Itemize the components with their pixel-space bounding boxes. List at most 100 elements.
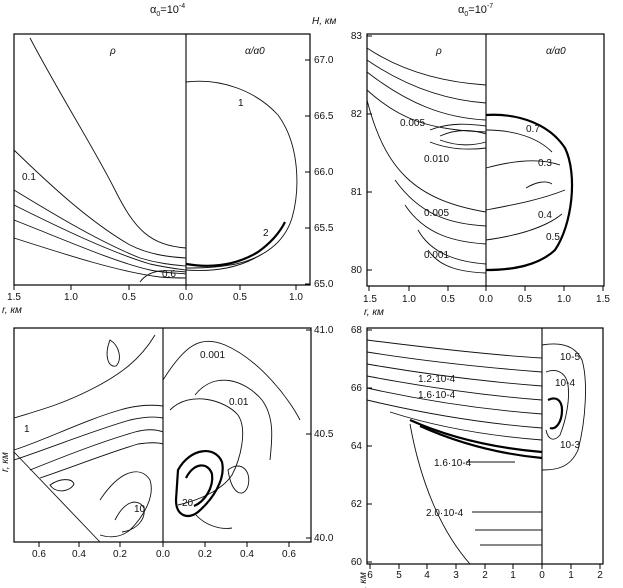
contour-line	[13, 451, 101, 543]
contour-line	[366, 387, 543, 415]
contour-label: 10-4	[555, 378, 575, 389]
y-tick-label: 65.0	[314, 279, 334, 290]
x-axis-label: r, км	[358, 572, 369, 588]
x-tick-label: 2	[482, 570, 488, 581]
contour-line	[466, 461, 542, 546]
x-tick-label: 0.5	[122, 292, 136, 303]
contour-line	[485, 113, 574, 272]
x-tick-label: 1.5	[7, 292, 21, 303]
contour-line	[545, 370, 569, 440]
contour-line	[429, 123, 487, 150]
x-tick-label: 0.0	[479, 294, 493, 305]
y-tick-label: 41.0	[314, 325, 334, 336]
x-tick-label: 0.0	[179, 292, 193, 303]
contour-line	[185, 253, 263, 271]
contour-line	[366, 89, 487, 133]
contour-line	[174, 450, 224, 518]
x-tick-label: 0.5	[233, 292, 247, 303]
contour-line	[194, 379, 273, 461]
contour-line	[13, 237, 187, 279]
contour-line	[417, 229, 487, 265]
x-tick-label: 0.6	[32, 549, 46, 560]
contour-label: 1	[24, 424, 30, 435]
x-tick-label: 1.5	[363, 294, 377, 305]
contour-label: 10-3	[560, 440, 580, 451]
contour-line	[409, 423, 471, 565]
y-axis-label: H, км	[312, 16, 337, 27]
title-left: α0=10-4	[150, 3, 185, 18]
contour-line	[389, 411, 543, 441]
contour-line	[439, 130, 487, 146]
contour-line	[185, 80, 298, 269]
y-tick-label: 62	[351, 499, 363, 510]
contour-line	[541, 343, 586, 471]
y-tick-label: 40.5	[314, 429, 334, 440]
x-tick-label: 6	[367, 570, 373, 581]
contour-line	[13, 404, 164, 451]
panel-top-left-half-label-rho: ρ	[109, 46, 116, 57]
x-tick-label: 1.0	[289, 292, 303, 303]
contour-label: 10-5	[560, 352, 580, 363]
contour-line	[13, 204, 187, 271]
contour-line	[394, 179, 487, 227]
contour-line	[366, 375, 543, 401]
contour-label: 0.1	[22, 172, 36, 183]
x-tick-label: 0.5	[441, 294, 455, 305]
panel-bottom-right: 1.2·10-4 1.6·10-4 1.6·10-4 2.0·10-4 10-5…	[351, 325, 604, 588]
contour-line	[13, 416, 164, 461]
y-tick-label: 67.0	[314, 55, 334, 66]
contour-line	[99, 471, 152, 538]
contour-label: 2.0·10-4	[426, 508, 464, 519]
x-tick-label: 1.0	[557, 294, 571, 305]
x-axis-label: r, км	[364, 307, 384, 318]
contour-line	[13, 219, 187, 275]
y-tick-label: 66	[351, 383, 363, 394]
contour-line	[195, 514, 233, 529]
contour-line	[13, 334, 156, 419]
panel-top-right-half-label-alpha: α/α0	[546, 46, 566, 57]
contour-line	[485, 189, 566, 211]
y-tick-label: 65.5	[314, 223, 334, 234]
contour-label: 20	[182, 498, 194, 509]
contour-label: 0.7	[526, 124, 540, 135]
x-tick-label: 2	[597, 570, 603, 581]
y-tick-label: 64	[351, 441, 363, 452]
contour-label: 0.6	[162, 269, 176, 280]
contour-line	[366, 399, 543, 429]
y-tick-label: 40.0	[314, 533, 334, 544]
contour-line	[366, 351, 543, 373]
x-tick-label: 1.5	[596, 294, 610, 305]
contour-line	[485, 129, 553, 153]
contour-line	[366, 363, 543, 387]
x-tick-label: 0.2	[198, 549, 212, 560]
contour-line	[169, 398, 244, 506]
contour-label: 0.3	[538, 158, 552, 169]
panel-top-right: ρ α/α0 0.005 0.010 0.005 0.001 0.7 0.3 0…	[351, 31, 611, 318]
contour-line	[366, 339, 543, 359]
contour-line	[485, 160, 561, 169]
contour-line	[525, 181, 553, 189]
contour-line	[162, 340, 301, 421]
contour-line	[366, 99, 487, 213]
panel-top-left-half-label-alpha: α/α0	[245, 46, 265, 57]
contour-label: 0.005	[400, 118, 425, 129]
contour-label: 0.001	[424, 250, 449, 261]
x-axis-label: r, км	[2, 305, 22, 316]
x-tick-label: 4	[424, 570, 430, 581]
contour-label: 0.4	[538, 210, 552, 221]
x-tick-label: 0.4	[72, 549, 86, 560]
x-tick-label: 0	[539, 570, 545, 581]
contour-line	[547, 397, 564, 430]
contour-label: 0.001	[200, 350, 225, 361]
contour-line	[366, 71, 487, 121]
contour-label: 1.6·10-4	[434, 458, 472, 469]
contour-line	[366, 47, 487, 86]
title-right: α0=10-7	[458, 3, 493, 18]
contour-label: 0.005	[424, 208, 449, 219]
x-tick-label: 1.0	[64, 292, 78, 303]
contour-line	[139, 270, 187, 283]
x-tick-label: 1	[510, 570, 516, 581]
contour-line	[366, 59, 487, 104]
y-tick-label: 80	[351, 265, 363, 276]
